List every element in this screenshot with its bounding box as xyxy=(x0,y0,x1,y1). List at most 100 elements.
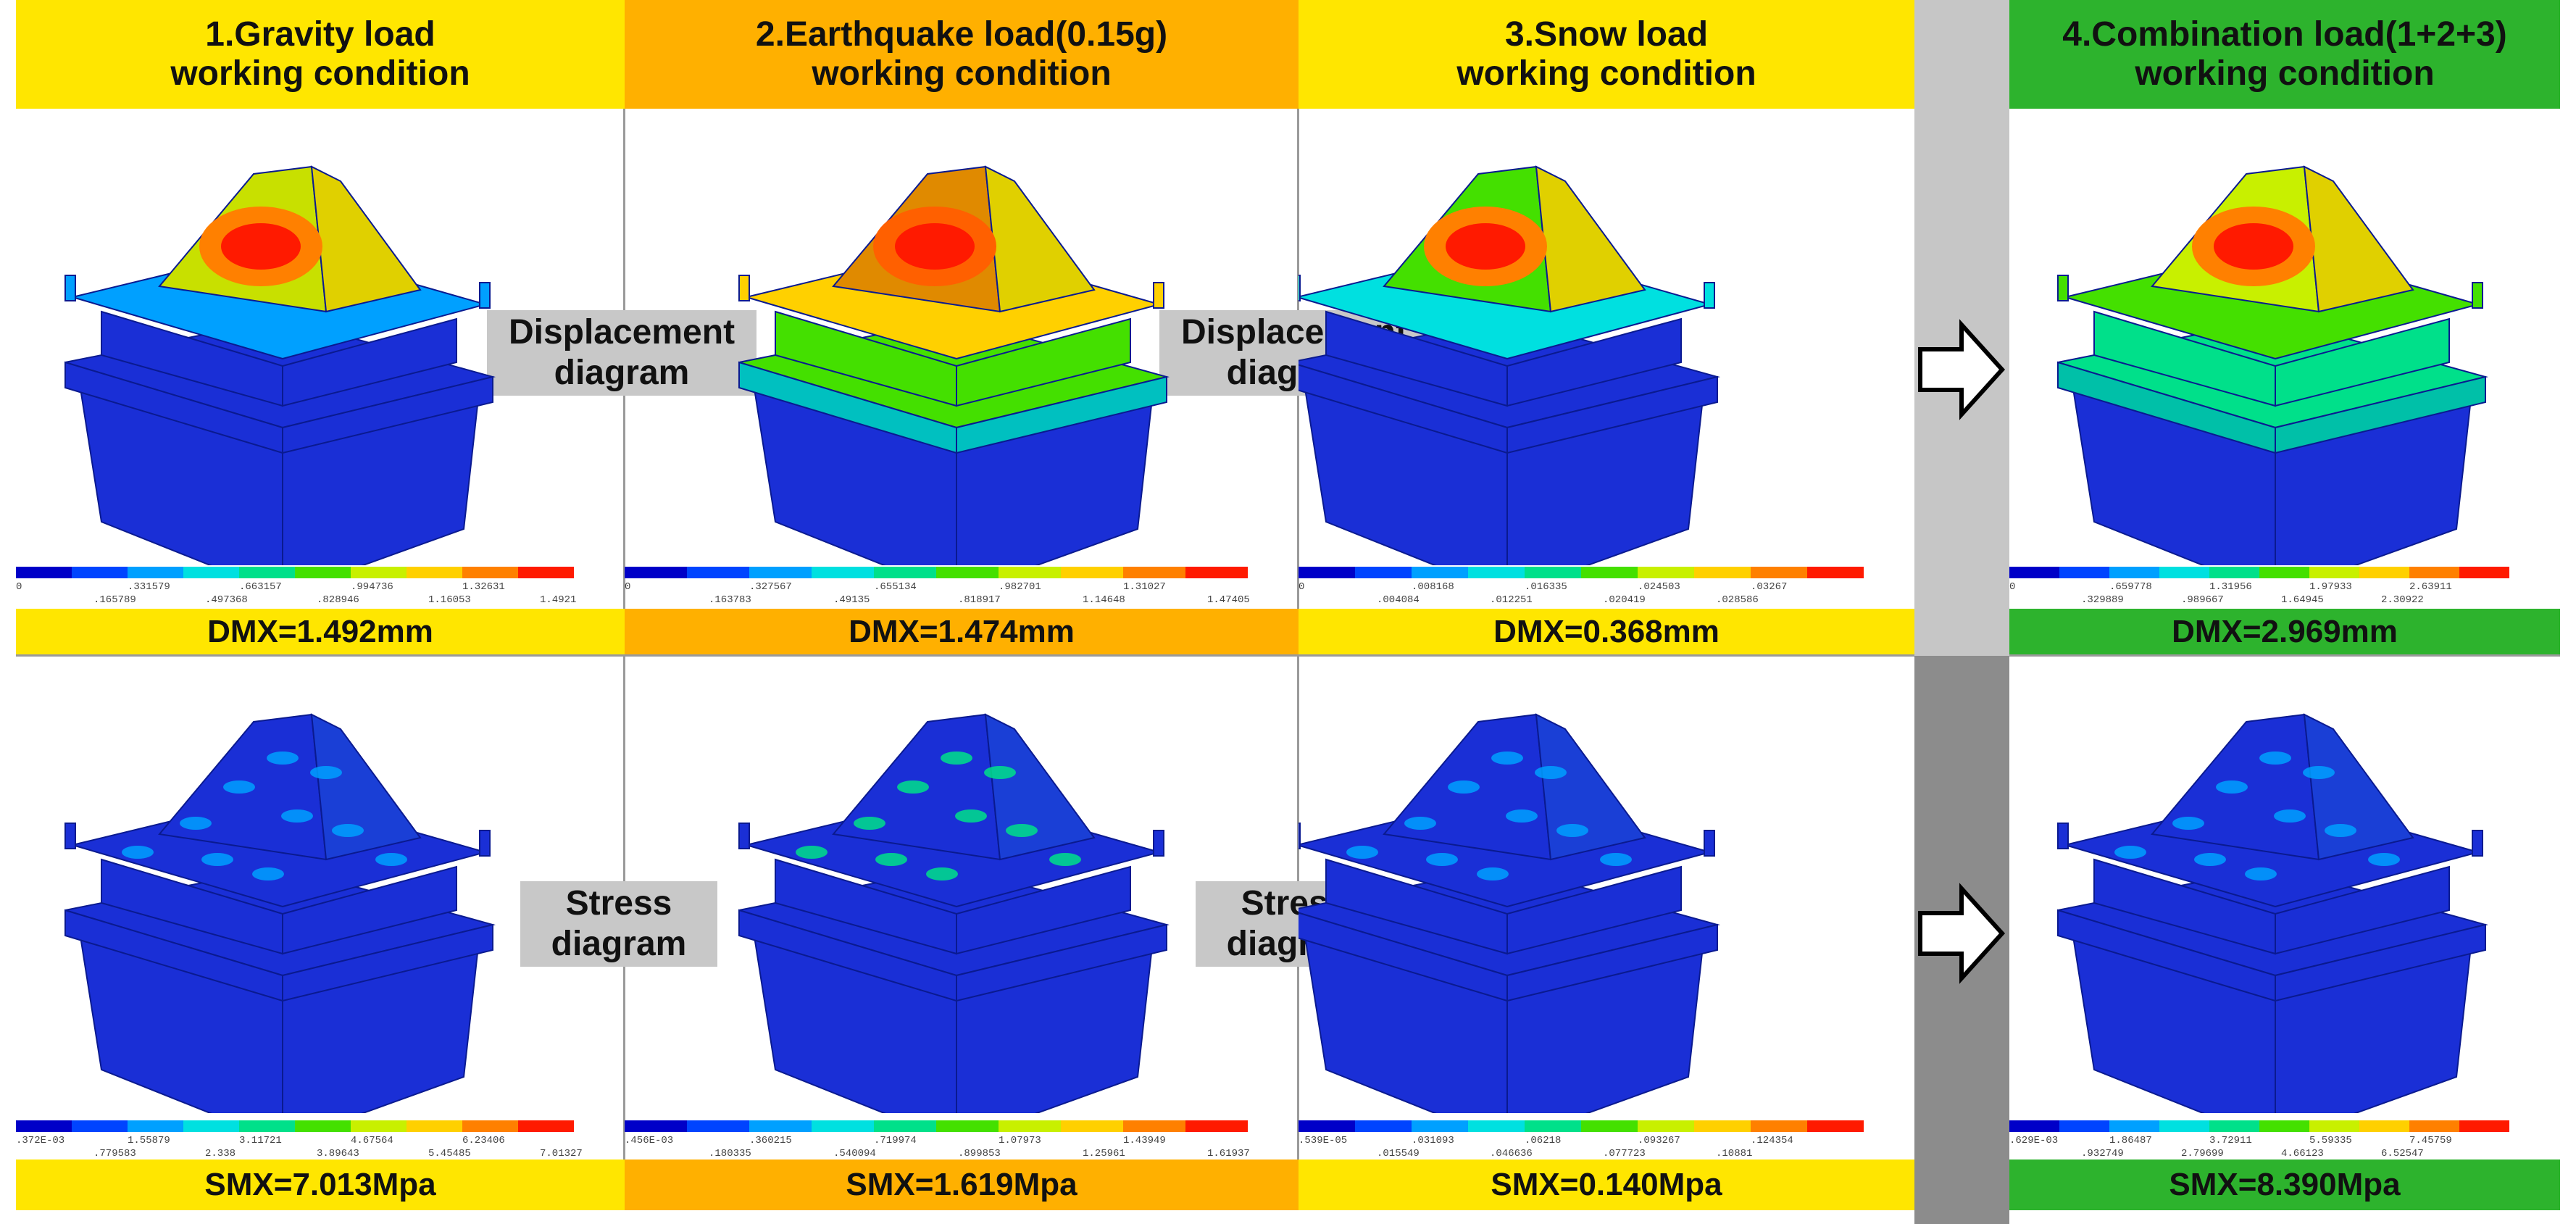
legend-swatch xyxy=(1412,567,1468,578)
legend-tick-label: 4.67564 xyxy=(351,1135,393,1146)
header-earthquake-line2: working condition xyxy=(812,54,1112,93)
legend-swatch xyxy=(1638,567,1694,578)
legend-tick-label: .024503 xyxy=(1638,581,1680,593)
stress-model-snow xyxy=(1299,713,1720,1113)
legend-tick-label: .10881 xyxy=(1716,1148,1753,1160)
legend-swatch xyxy=(462,1120,518,1132)
dmx-earthquake: DMX=1.474mm xyxy=(625,609,1299,654)
header-combination-line1: 4.Combination load(1+2+3) xyxy=(2062,15,2507,54)
legend-tick-label: 7.01327 xyxy=(540,1148,583,1160)
legend-swatch xyxy=(407,567,462,578)
legend-tick-label: .818917 xyxy=(958,594,1001,606)
legend-swatch xyxy=(2359,567,2409,578)
legend-tick-label: 2.30922 xyxy=(2381,594,2424,606)
legend-swatch xyxy=(2059,567,2109,578)
building-model xyxy=(64,713,496,1113)
legend-tick-label: .329889 xyxy=(2081,594,2124,606)
legend-tick-label: 0 xyxy=(1299,581,1305,593)
legend-tick-label: .327567 xyxy=(749,581,792,593)
legend-swatch xyxy=(874,1120,936,1132)
displacement-legend-combination xyxy=(2009,567,2509,578)
legend-swatch xyxy=(936,567,999,578)
legend-tick-label: .982701 xyxy=(999,581,1041,593)
stress-legend-gravity xyxy=(16,1120,574,1132)
smx-earthquake: SMX=1.619Mpa xyxy=(625,1160,1299,1210)
legend-tick-label: 0 xyxy=(2009,581,2016,593)
dmx-combination: DMX=2.969mm xyxy=(2009,609,2560,654)
right-arrow-icon xyxy=(1918,883,2006,984)
legend-swatch xyxy=(2259,567,2309,578)
legend-tick-label: 1.14648 xyxy=(1083,594,1125,606)
legend-swatch xyxy=(1807,1120,1864,1132)
legend-swatch xyxy=(462,567,518,578)
legend-swatch xyxy=(1581,567,1638,578)
legend-tick-labels: 0 .327567 .655134 .982701 1.31027 .163783 .491… xyxy=(625,581,1299,610)
legend-tick-label: .719974 xyxy=(874,1135,917,1146)
legend-tick-label: 0 xyxy=(625,581,631,593)
legend-tick-label: .163783 xyxy=(709,594,751,606)
legend-tick-label: .779583 xyxy=(93,1148,136,1160)
building-model xyxy=(64,165,496,565)
legend-tick-label: 3.11721 xyxy=(239,1135,282,1146)
legend-swatch xyxy=(874,567,936,578)
legend-swatch xyxy=(1355,567,1412,578)
legend-tick-label: .828946 xyxy=(317,594,359,606)
legend-swatch xyxy=(687,1120,749,1132)
legend-tick-labels: 0 .331579 .663157 .994736 1.32631 .165789 .497… xyxy=(16,581,625,610)
legend-tick-label: .015549 xyxy=(1377,1148,1420,1160)
legend-tick-label: 4.66123 xyxy=(2281,1148,2324,1160)
legend-tick-label: .497368 xyxy=(205,594,248,606)
stress-label-1: Stress diagram xyxy=(520,881,717,967)
legend-swatch xyxy=(2209,1120,2259,1132)
legend-tick-label: .016335 xyxy=(1525,581,1567,593)
legend-swatch xyxy=(2109,567,2159,578)
legend-swatch xyxy=(1123,567,1185,578)
legend-tick-label: .046636 xyxy=(1490,1148,1533,1160)
smx-combination: SMX=8.390Mpa xyxy=(2009,1160,2560,1210)
legend-tick-label: .124354 xyxy=(1751,1135,1793,1146)
right-arrow-icon xyxy=(1918,319,2006,420)
legend-tick-labels: .372E-03 1.55879 3.11721 4.67564 6.23406 .779… xyxy=(16,1135,625,1164)
legend-swatch xyxy=(1412,1120,1468,1132)
header-combination-line2: working condition xyxy=(2135,54,2435,93)
legend-swatch xyxy=(936,1120,999,1132)
building-model xyxy=(2057,165,2488,565)
displacement-legend-earthquake xyxy=(625,567,1248,578)
stress-legend-earthquake xyxy=(625,1120,1248,1132)
legend-tick-label: 2.338 xyxy=(205,1148,236,1160)
legend-swatch xyxy=(1525,567,1581,578)
legend-tick-label: 1.16053 xyxy=(428,594,471,606)
stress-legend-combination xyxy=(2009,1120,2509,1132)
legend-swatch xyxy=(1355,1120,1412,1132)
legend-swatch xyxy=(2059,1120,2109,1132)
header-earthquake-line1: 2.Earthquake load(0.15g) xyxy=(755,15,1168,54)
legend-swatch xyxy=(2009,1120,2059,1132)
row-divider xyxy=(16,654,1914,657)
legend-swatch xyxy=(2309,1120,2359,1132)
legend-tick-label: 1.61937 xyxy=(1207,1148,1250,1160)
legend-tick-label: 1.86487 xyxy=(2109,1135,2152,1146)
legend-swatch xyxy=(295,567,351,578)
legend-swatch xyxy=(625,567,687,578)
legend-swatch xyxy=(518,567,574,578)
legend-tick-label: .663157 xyxy=(239,581,282,593)
legend-swatch xyxy=(72,567,128,578)
legend-tick-labels: 0 .659778 1.31956 1.97933 2.63911 .329889 .989… xyxy=(2009,581,2560,610)
building-model xyxy=(1299,713,1720,1113)
legend-swatch xyxy=(1185,567,1248,578)
legend-swatch xyxy=(183,1120,239,1132)
displacement-model-gravity xyxy=(64,165,496,565)
legend-tick-label: 1.07973 xyxy=(999,1135,1041,1146)
legend-swatch xyxy=(1123,1120,1185,1132)
legend-swatch xyxy=(351,1120,407,1132)
legend-tick-label: 1.31027 xyxy=(1123,581,1166,593)
legend-swatch xyxy=(2009,567,2059,578)
legend-swatch xyxy=(1061,567,1123,578)
dmx-snow: DMX=0.368mm xyxy=(1299,609,1914,654)
legend-swatch xyxy=(749,567,812,578)
legend-tick-label: .077723 xyxy=(1603,1148,1646,1160)
legend-tick-label: .372E-03 xyxy=(16,1135,65,1146)
legend-tick-label: .093267 xyxy=(1638,1135,1680,1146)
header-snow: 3.Snow load working condition xyxy=(1299,0,1914,109)
stress-model-combination xyxy=(2057,713,2488,1113)
